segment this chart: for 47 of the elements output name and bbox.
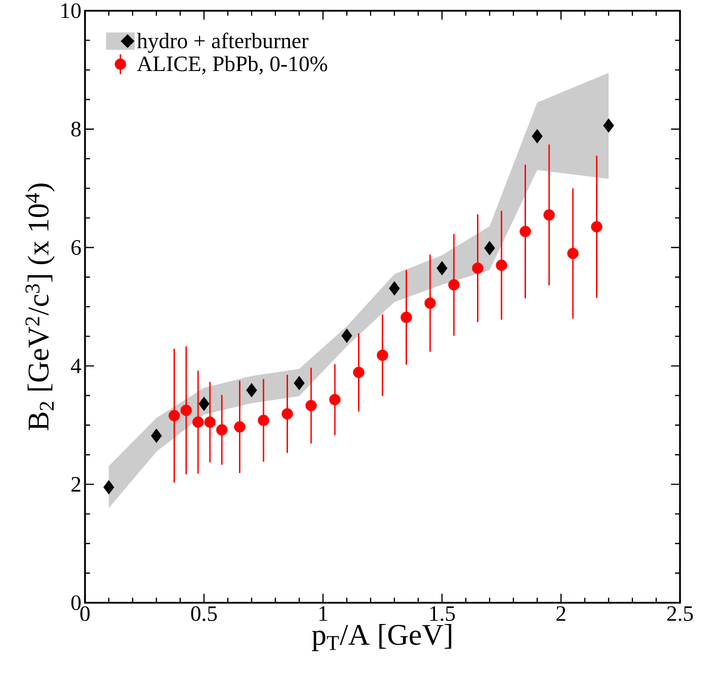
point [192, 416, 204, 428]
point [204, 416, 216, 428]
point [282, 408, 293, 420]
point [603, 118, 614, 133]
point [103, 480, 114, 495]
point [294, 376, 305, 390]
y-tick-label: 4 [70, 358, 82, 374]
x-tick-label: 1 [319, 606, 328, 621]
point [472, 262, 484, 274]
point [591, 221, 602, 233]
point [353, 366, 364, 378]
point [168, 410, 180, 422]
point [448, 279, 460, 291]
point [180, 404, 192, 416]
x-tick-label: 1.5 [430, 606, 455, 622]
text: B$_{2}$ [GeV$^{2}$/c$^{3}$] (x 10$^{4}$) [25, 184, 55, 430]
y-tick-label: 6 [71, 240, 81, 256]
point [532, 129, 543, 144]
point [520, 226, 531, 238]
point [484, 241, 496, 256]
point [305, 400, 317, 412]
point [258, 414, 270, 426]
point [424, 298, 436, 309]
point [496, 260, 508, 272]
point [376, 350, 388, 362]
x-tick-label: 2.5 [667, 606, 693, 622]
point [400, 312, 412, 324]
point [216, 424, 228, 436]
point [150, 428, 162, 444]
y-tick-label: 8 [71, 122, 81, 137]
point [198, 396, 210, 412]
point [436, 261, 448, 276]
x-axis-title: p$_{T}$/A [GeV] [312, 624, 452, 652]
point [246, 383, 258, 398]
y-tick-label: 2 [71, 477, 80, 492]
point [543, 209, 555, 221]
point [567, 248, 579, 260]
point [388, 281, 400, 296]
y-tick-label: 0 [71, 595, 81, 610]
point [234, 421, 246, 433]
point [341, 328, 352, 344]
y-tick-label: 10 [61, 3, 81, 18]
legend-label: ALICE, PbPb, 0-10% [136, 56, 328, 75]
legend-label: hydro + afterburner [136, 32, 308, 53]
x-tick-label: 0.5 [191, 606, 217, 622]
point [329, 394, 341, 406]
x-tick-label: 2 [556, 606, 566, 621]
